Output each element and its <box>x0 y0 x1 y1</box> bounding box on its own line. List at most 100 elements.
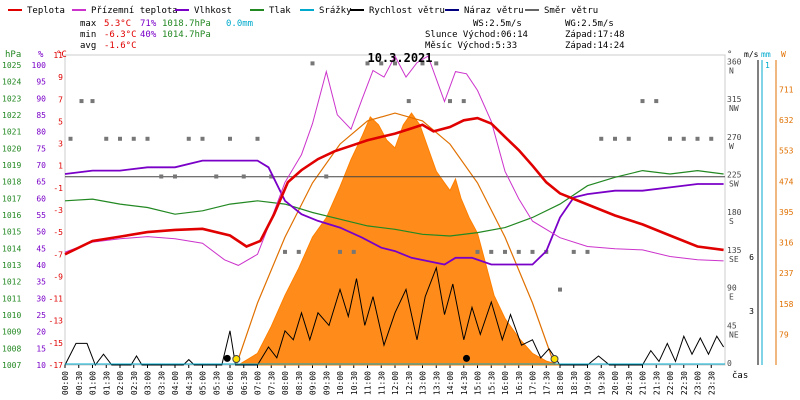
deg-unit-label: ° <box>727 50 732 60</box>
time-tick-label: 01:00 <box>89 371 98 395</box>
time-tick-label: 13:30 <box>432 371 441 395</box>
wind-direction-point <box>695 136 700 141</box>
wind-direction-point <box>448 99 452 104</box>
hpa-tick-label: 1024 <box>2 78 21 87</box>
chart-title: 10.3.2021 <box>367 51 432 65</box>
legend-label: Srážky <box>319 6 352 16</box>
time-tick-label: 09:00 <box>309 371 318 395</box>
temp-tick-label: 9 <box>58 73 63 82</box>
wind-direction-point <box>393 61 397 66</box>
wind-direction-point <box>709 136 714 141</box>
wind-direction-point <box>530 249 535 254</box>
ms-tick-label: 6 <box>749 253 754 262</box>
wm2-tick-label: 711 <box>779 85 794 94</box>
legend-label: Vlhkost <box>194 6 232 16</box>
pct-tick-label: 25 <box>36 311 46 320</box>
deg-dir-label: N <box>729 66 734 75</box>
time-tick-label: 07:30 <box>267 371 276 395</box>
deg-tick-label: 270 <box>727 133 742 142</box>
time-tick-label: 18:30 <box>570 371 579 395</box>
temp-tick-label: -15 <box>49 339 64 348</box>
hpa-tick-label: 1022 <box>2 111 21 120</box>
stats-min-temp: -6.3°C <box>104 30 137 40</box>
pct-tick-label: 60 <box>36 194 46 203</box>
wind-direction-point <box>145 136 150 141</box>
time-tick-label: 15:30 <box>487 371 496 395</box>
wind-direction-point <box>379 61 384 66</box>
pct-tick-label: 30 <box>36 294 46 303</box>
pressure-line <box>64 169 724 237</box>
time-tick-label: 18:00 <box>556 371 565 395</box>
wind-direction-point <box>434 61 439 66</box>
time-tick-label: 08:30 <box>295 371 304 395</box>
time-tick-label: 08:00 <box>281 371 290 395</box>
info-block: WS:2.5m/s WG:2.5m/s Slunce Východ:06:14 … <box>425 19 625 51</box>
stats-min-hum: 40% <box>140 30 157 40</box>
time-tick-label: 20:00 <box>611 371 620 395</box>
pct-tick-label: 70 <box>36 161 46 170</box>
wind-direction-point <box>365 61 370 66</box>
time-tick-label: 19:30 <box>597 371 606 395</box>
wind-direction-point <box>585 249 590 254</box>
hpa-tick-label: 1020 <box>2 144 21 153</box>
wind-direction-point <box>475 249 480 254</box>
info-sun-set: Západ:17:48 <box>565 30 625 40</box>
wind-gust-point <box>223 354 231 362</box>
wind-direction-point <box>420 61 425 66</box>
wind-direction-point <box>159 174 164 179</box>
wind-direction-point <box>654 99 659 104</box>
hpa-tick-label: 1018 <box>2 178 21 187</box>
hpa-tick-label: 1023 <box>2 94 21 103</box>
deg-dir-label: SW <box>729 179 739 188</box>
wind-direction-point <box>255 136 260 141</box>
time-tick-label: 01:30 <box>102 371 111 395</box>
wind-direction-point <box>269 174 274 179</box>
hpa-tick-label: 1012 <box>2 278 21 287</box>
temp-tick-label: -1 <box>53 184 63 193</box>
wm2-tick-label: 632 <box>779 116 794 125</box>
stats-max-rain: 0.0mm <box>226 19 253 29</box>
legend-label: Tlak <box>269 6 291 16</box>
pct-tick-label: 80 <box>36 128 46 137</box>
pct-tick-label: 55 <box>36 211 46 220</box>
wind-gust-point <box>463 354 470 362</box>
time-tick-label: 05:00 <box>199 371 208 395</box>
pct-tick-label: 95 <box>36 78 46 87</box>
deg-tick-label: 90 <box>727 284 737 293</box>
wind-direction-point <box>599 136 604 141</box>
time-tick-label: 05:30 <box>212 371 221 395</box>
hpa-tick-label: 1019 <box>2 161 21 170</box>
deg-dir-label: S <box>729 217 734 226</box>
temp-tick-label: -3 <box>53 206 63 215</box>
time-tick-label: 07:00 <box>254 371 263 395</box>
deg-dir-label: W <box>729 142 734 151</box>
legend-label: Směr větru <box>544 6 598 16</box>
wind-direction-point <box>461 99 466 104</box>
time-tick-label: 14:30 <box>460 371 469 395</box>
humidity-line <box>64 159 724 266</box>
time-tick-label: 13:00 <box>419 371 428 395</box>
legend-label: Teplota <box>27 6 65 16</box>
wm2-tick-label: 395 <box>779 208 794 217</box>
wind-direction-point <box>68 136 73 141</box>
pct-tick-label: 85 <box>36 111 46 120</box>
pct-tick-label: 65 <box>36 178 46 187</box>
time-tick-label: 22:30 <box>680 371 689 395</box>
stats-block: max 5.3°C 71% 1018.7hPa 0.0mm min -6.3°C… <box>80 19 253 51</box>
pct-tick-label: 20 <box>36 328 46 337</box>
temperature-line <box>64 116 724 256</box>
time-tick-label: 06:30 <box>240 371 249 395</box>
sun-marker <box>232 355 241 363</box>
solar-theoretical-line <box>235 112 556 366</box>
stats-max-label: max <box>80 19 97 29</box>
wind-direction-point <box>214 174 219 179</box>
wind-speed-line <box>64 265 725 367</box>
time-tick-label: 02:30 <box>130 371 139 395</box>
deg-tick-label: 135 <box>727 246 742 255</box>
pct-tick-label: 40 <box>36 261 46 270</box>
temp-tick-label: -9 <box>53 272 63 281</box>
wm2-tick-label: 237 <box>779 269 794 278</box>
wind-direction-point <box>296 249 301 254</box>
deg-tick-label: 315 <box>727 95 742 104</box>
